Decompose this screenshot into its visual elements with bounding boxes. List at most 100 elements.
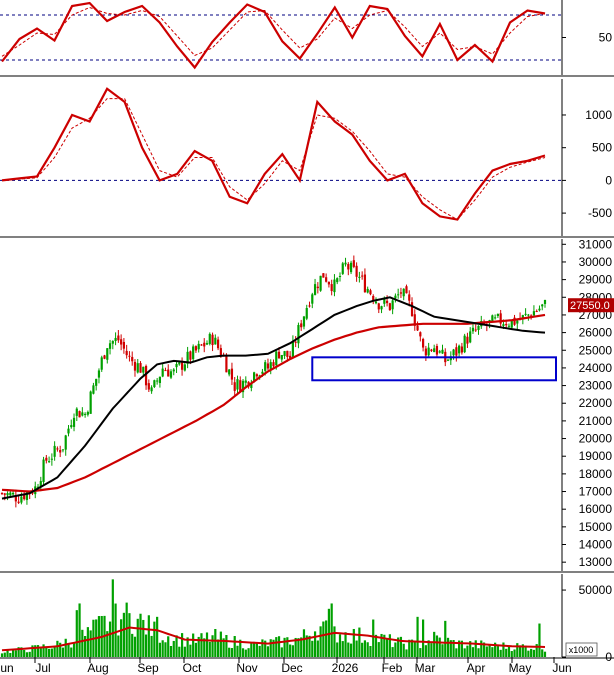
volume-bar xyxy=(358,627,361,657)
support-zone-box xyxy=(311,356,557,382)
volume-bar xyxy=(169,646,173,657)
x-tick-label: Jun xyxy=(552,661,571,675)
volume-bar xyxy=(239,639,242,657)
candle-body xyxy=(61,449,65,451)
candle-body xyxy=(25,491,29,501)
volume-bar xyxy=(142,619,145,657)
candle-body xyxy=(122,341,125,349)
candle-body xyxy=(208,333,211,344)
volume-bar xyxy=(316,640,319,657)
volume-moving-average xyxy=(1,626,546,652)
volume-bar xyxy=(319,626,322,657)
candle-body xyxy=(372,295,375,302)
volume-bar xyxy=(446,637,450,657)
candle-body xyxy=(469,331,472,343)
volume-bar xyxy=(214,629,217,657)
volume-bar xyxy=(133,636,137,657)
candle-body xyxy=(289,355,292,359)
candle-body xyxy=(541,304,544,307)
y-tick-label: 18000 xyxy=(579,467,613,481)
candle-body xyxy=(455,347,458,356)
volume-bar xyxy=(366,642,369,657)
volume-bar xyxy=(200,633,203,657)
y-tick-label: 500 xyxy=(592,141,612,155)
candle-body xyxy=(383,298,386,304)
volume-bar xyxy=(341,641,344,657)
candle-body xyxy=(200,344,203,346)
volume-bar xyxy=(172,640,175,657)
candle-body xyxy=(280,354,283,360)
candle-body xyxy=(283,351,286,356)
candle-body xyxy=(120,339,123,345)
volume-bar xyxy=(482,642,486,657)
candle-body xyxy=(178,362,181,365)
volume-bar xyxy=(59,642,62,657)
candle-body xyxy=(3,493,6,495)
candle-body xyxy=(117,335,120,341)
candle-body xyxy=(277,351,281,359)
volume-bar xyxy=(352,628,355,657)
volume-bar xyxy=(81,629,84,657)
candle-body xyxy=(183,364,186,371)
volume-bar xyxy=(150,635,153,657)
volume-bar xyxy=(161,640,164,657)
volume-bar xyxy=(330,603,333,657)
volume-bar xyxy=(61,647,65,657)
volume-bar xyxy=(269,639,272,657)
candle-body xyxy=(477,325,480,331)
candle-body xyxy=(136,363,139,373)
y-tick-label: 26000 xyxy=(579,326,613,340)
volume-bar xyxy=(391,647,394,657)
candle-body xyxy=(100,357,103,370)
candle-body xyxy=(244,380,247,383)
volume-bar xyxy=(433,631,436,657)
y-tick-label: 13000 xyxy=(579,555,613,569)
volume-bar xyxy=(42,644,45,657)
candle-body xyxy=(75,408,78,416)
volume-bar xyxy=(427,640,430,657)
volume-bar xyxy=(108,621,112,657)
candle-body xyxy=(338,276,342,277)
candle-body xyxy=(228,369,231,375)
candle-body xyxy=(78,411,81,418)
volume-bar xyxy=(410,639,414,657)
volume-bar xyxy=(313,631,317,657)
candle-body xyxy=(297,324,300,344)
volume-bar xyxy=(333,626,336,657)
candle-body xyxy=(11,492,15,495)
candle-body xyxy=(56,448,59,450)
volume-bar xyxy=(64,638,67,657)
x-tick-label: Dec xyxy=(281,661,302,675)
candle-body xyxy=(505,323,508,326)
candle-body xyxy=(408,294,411,301)
volume-bar xyxy=(6,650,9,657)
candle-body xyxy=(84,413,87,415)
volume-bar xyxy=(518,645,522,657)
volume-bar xyxy=(344,632,347,657)
volume-bar xyxy=(183,646,186,657)
volume-bar xyxy=(355,640,358,657)
volume-bar xyxy=(122,612,125,657)
candle-body xyxy=(302,316,306,327)
candle-body xyxy=(377,303,380,310)
volume-bar xyxy=(266,646,270,657)
candle-body xyxy=(311,294,314,304)
candle-body xyxy=(164,370,167,372)
volume-bar xyxy=(374,634,378,657)
candle-body xyxy=(430,349,433,351)
candle-body xyxy=(236,379,239,390)
x-tick-label: Jul xyxy=(35,661,50,675)
candle-body xyxy=(14,495,17,502)
candle-body xyxy=(496,313,499,317)
candle-body xyxy=(510,320,513,328)
candle-body xyxy=(42,459,45,482)
candle-body xyxy=(374,301,378,304)
volume-bar xyxy=(538,623,541,657)
candle-body xyxy=(156,380,159,382)
candle-body xyxy=(95,378,98,386)
candle-body xyxy=(158,376,162,384)
volume-bar xyxy=(291,645,294,657)
x-tick-label: Sep xyxy=(137,661,159,675)
volume-bar xyxy=(250,642,253,657)
